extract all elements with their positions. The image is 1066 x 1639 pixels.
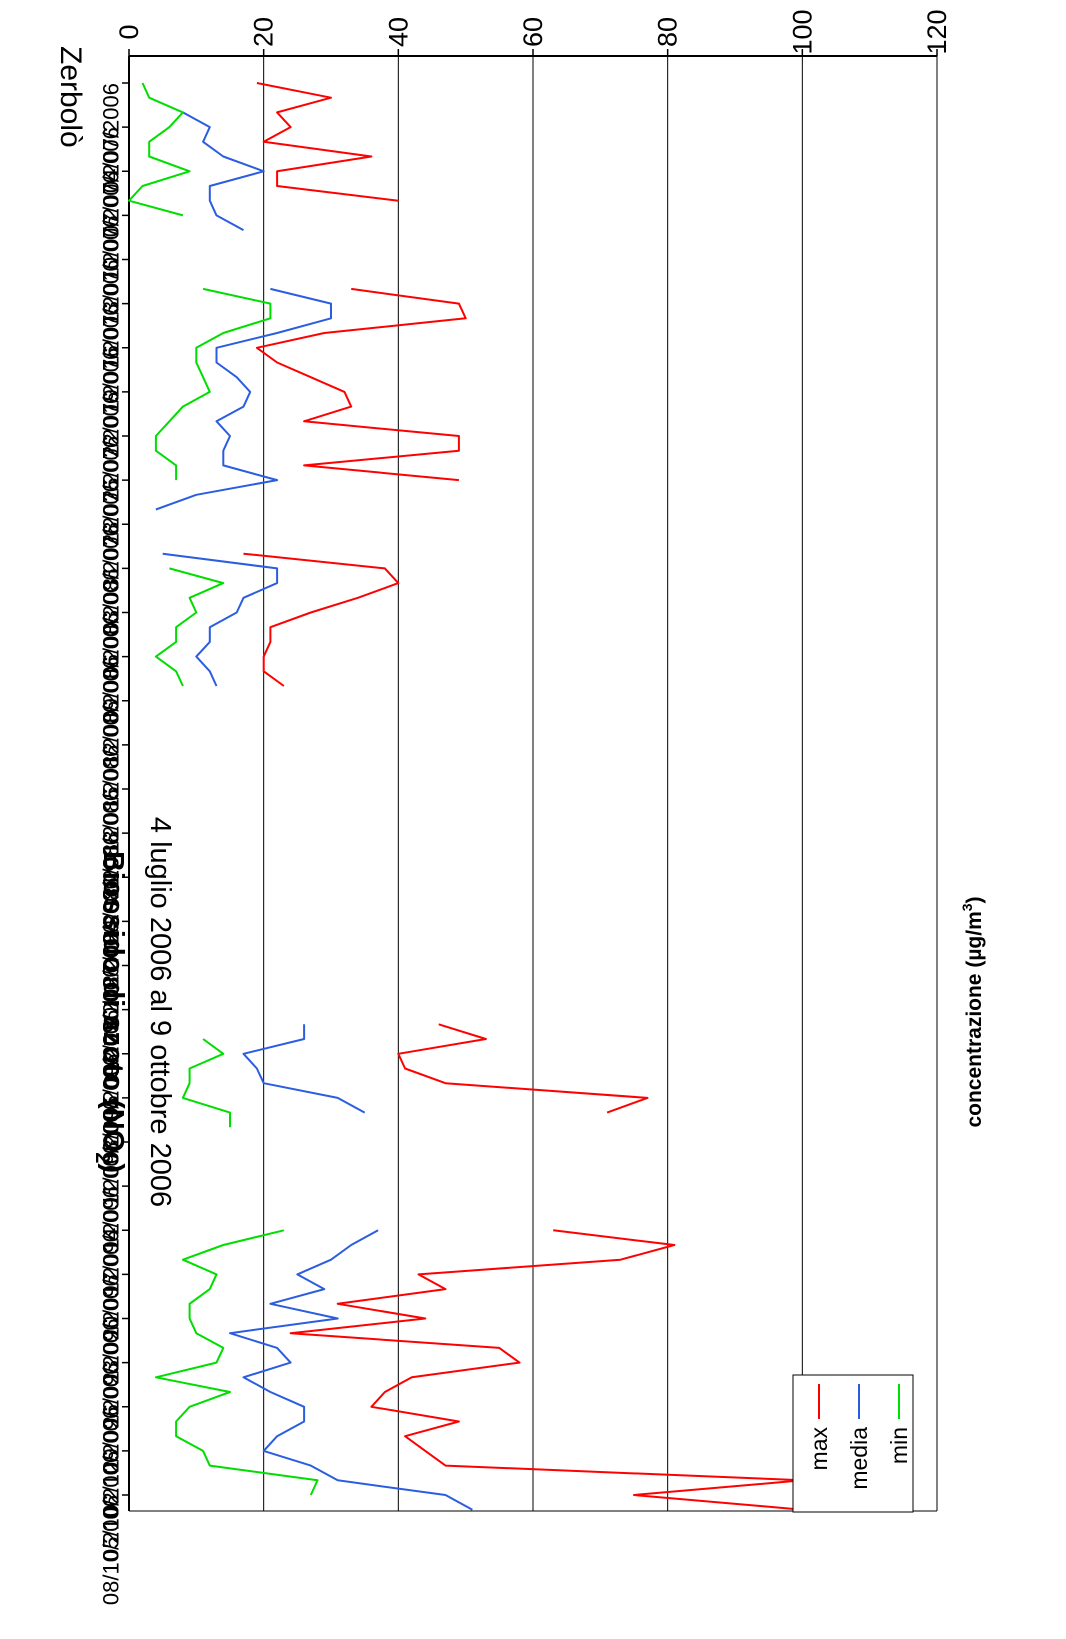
series-line-media xyxy=(162,552,279,687)
y-axis-label: concentrazione (µg/m3) xyxy=(959,896,986,1127)
x-tick-label: 18/08/2006 xyxy=(99,745,124,855)
x-tick-label: 28/07/2006 xyxy=(99,436,124,546)
legend-label-media: media xyxy=(846,1427,872,1490)
y-axis-label-sup: 3 xyxy=(959,903,975,911)
y-tick-label: 120 xyxy=(922,9,952,54)
x-tick-label: 11/09/2006 xyxy=(99,1098,124,1206)
x-tick-label: 12/08/2006 xyxy=(99,657,124,767)
legend-box xyxy=(792,1374,914,1513)
x-tick-label: 24/08/2006 xyxy=(99,833,124,943)
series-line-max xyxy=(255,287,467,482)
y-tick-label: 0 xyxy=(114,24,144,39)
legend: max media min xyxy=(792,1374,914,1513)
legend-label-min: min xyxy=(886,1427,912,1464)
x-tick-label: 15/08/2006 xyxy=(99,701,124,811)
x-tick-label: 07/07/2006 xyxy=(99,127,124,237)
x-axis-ticks: 04/07/200607/07/200610/07/200613/07/2006… xyxy=(99,82,129,1605)
x-tick-label: 21/08/2006 xyxy=(99,789,124,899)
x-tick-label: 29/09/2006 xyxy=(99,1363,124,1473)
series-line-media xyxy=(155,287,332,511)
x-tick-label: 08/09/2006 xyxy=(99,1054,124,1164)
y-axis-label-end: ) xyxy=(963,896,986,903)
series-line-min xyxy=(128,82,191,217)
x-tick-label: 05/09/2006 xyxy=(99,1010,124,1120)
y-tick-label: 20 xyxy=(249,17,279,47)
series-line-min xyxy=(154,287,272,481)
x-tick-label: 23/09/2006 xyxy=(99,1274,124,1384)
series-line-min xyxy=(154,1229,319,1496)
x-tick-label: 30/08/2006 xyxy=(99,921,124,1031)
series-line-max xyxy=(289,1229,804,1511)
x-tick-label: 10/07/2006 xyxy=(99,171,124,281)
x-tick-label: 04/07/2006 xyxy=(99,83,124,193)
station-label: Zerbolò xyxy=(54,46,87,148)
x-tick-label: 08/10/2006 xyxy=(99,1495,124,1605)
y-tick-label: 100 xyxy=(787,9,817,54)
series-line-max xyxy=(243,552,400,687)
chart-title: Biossido di azoto (NO2) xyxy=(91,851,129,1173)
series-line-min xyxy=(154,567,225,687)
x-tick-label: 27/08/2006 xyxy=(99,877,124,987)
legend-label-max: max xyxy=(806,1427,832,1471)
chart-subtitle: 4 luglio 2006 al 9 ottobre 2006 xyxy=(144,817,176,1207)
chart-title-main: Biossido di azoto (NO xyxy=(97,851,129,1152)
chart-title-sub: 2 xyxy=(91,1152,113,1163)
y-axis-label-main: concentrazione (µg/m xyxy=(963,911,986,1127)
series-lines xyxy=(128,82,804,1511)
x-tick-label: 02/09/2006 xyxy=(99,966,124,1076)
x-tick-label: 20/09/2006 xyxy=(99,1230,124,1340)
y-tick-label: 60 xyxy=(518,17,548,47)
x-tick-label: 05/10/2006 xyxy=(99,1451,124,1561)
series-line-min xyxy=(181,1038,231,1128)
x-tick-label: 16/07/2006 xyxy=(99,260,124,370)
x-tick-label: 13/07/2006 xyxy=(99,215,124,325)
chart-title-end: ) xyxy=(97,1163,129,1173)
x-tick-label: 02/10/2006 xyxy=(99,1407,124,1517)
y-tick-label: 80 xyxy=(653,17,683,47)
series-line-media xyxy=(182,111,265,231)
x-tick-label: 17/09/2006 xyxy=(99,1186,124,1296)
series-line-max xyxy=(256,82,399,202)
gridlines xyxy=(263,56,938,1511)
series-line-media xyxy=(242,1024,366,1114)
x-tick-label: 31/07/2006 xyxy=(99,480,124,590)
x-tick-label: 09/08/2006 xyxy=(99,613,124,723)
y-tick-label: 40 xyxy=(383,17,413,47)
x-tick-label: 26/09/2006 xyxy=(99,1319,124,1429)
x-tick-label: 22/07/2006 xyxy=(99,348,124,458)
x-tick-label: 25/07/2006 xyxy=(99,392,124,502)
x-tick-label: 03/08/2006 xyxy=(99,524,124,634)
x-tick-label: 19/07/2006 xyxy=(99,304,124,414)
x-tick-label: 06/08/2006 xyxy=(99,568,124,678)
y-axis-ticks: 0 20 40 60 80 100 120 xyxy=(114,9,952,56)
series-line-max xyxy=(397,1023,649,1114)
x-tick-label: 14/09/2006 xyxy=(99,1142,124,1252)
series-line-media xyxy=(229,1229,473,1511)
